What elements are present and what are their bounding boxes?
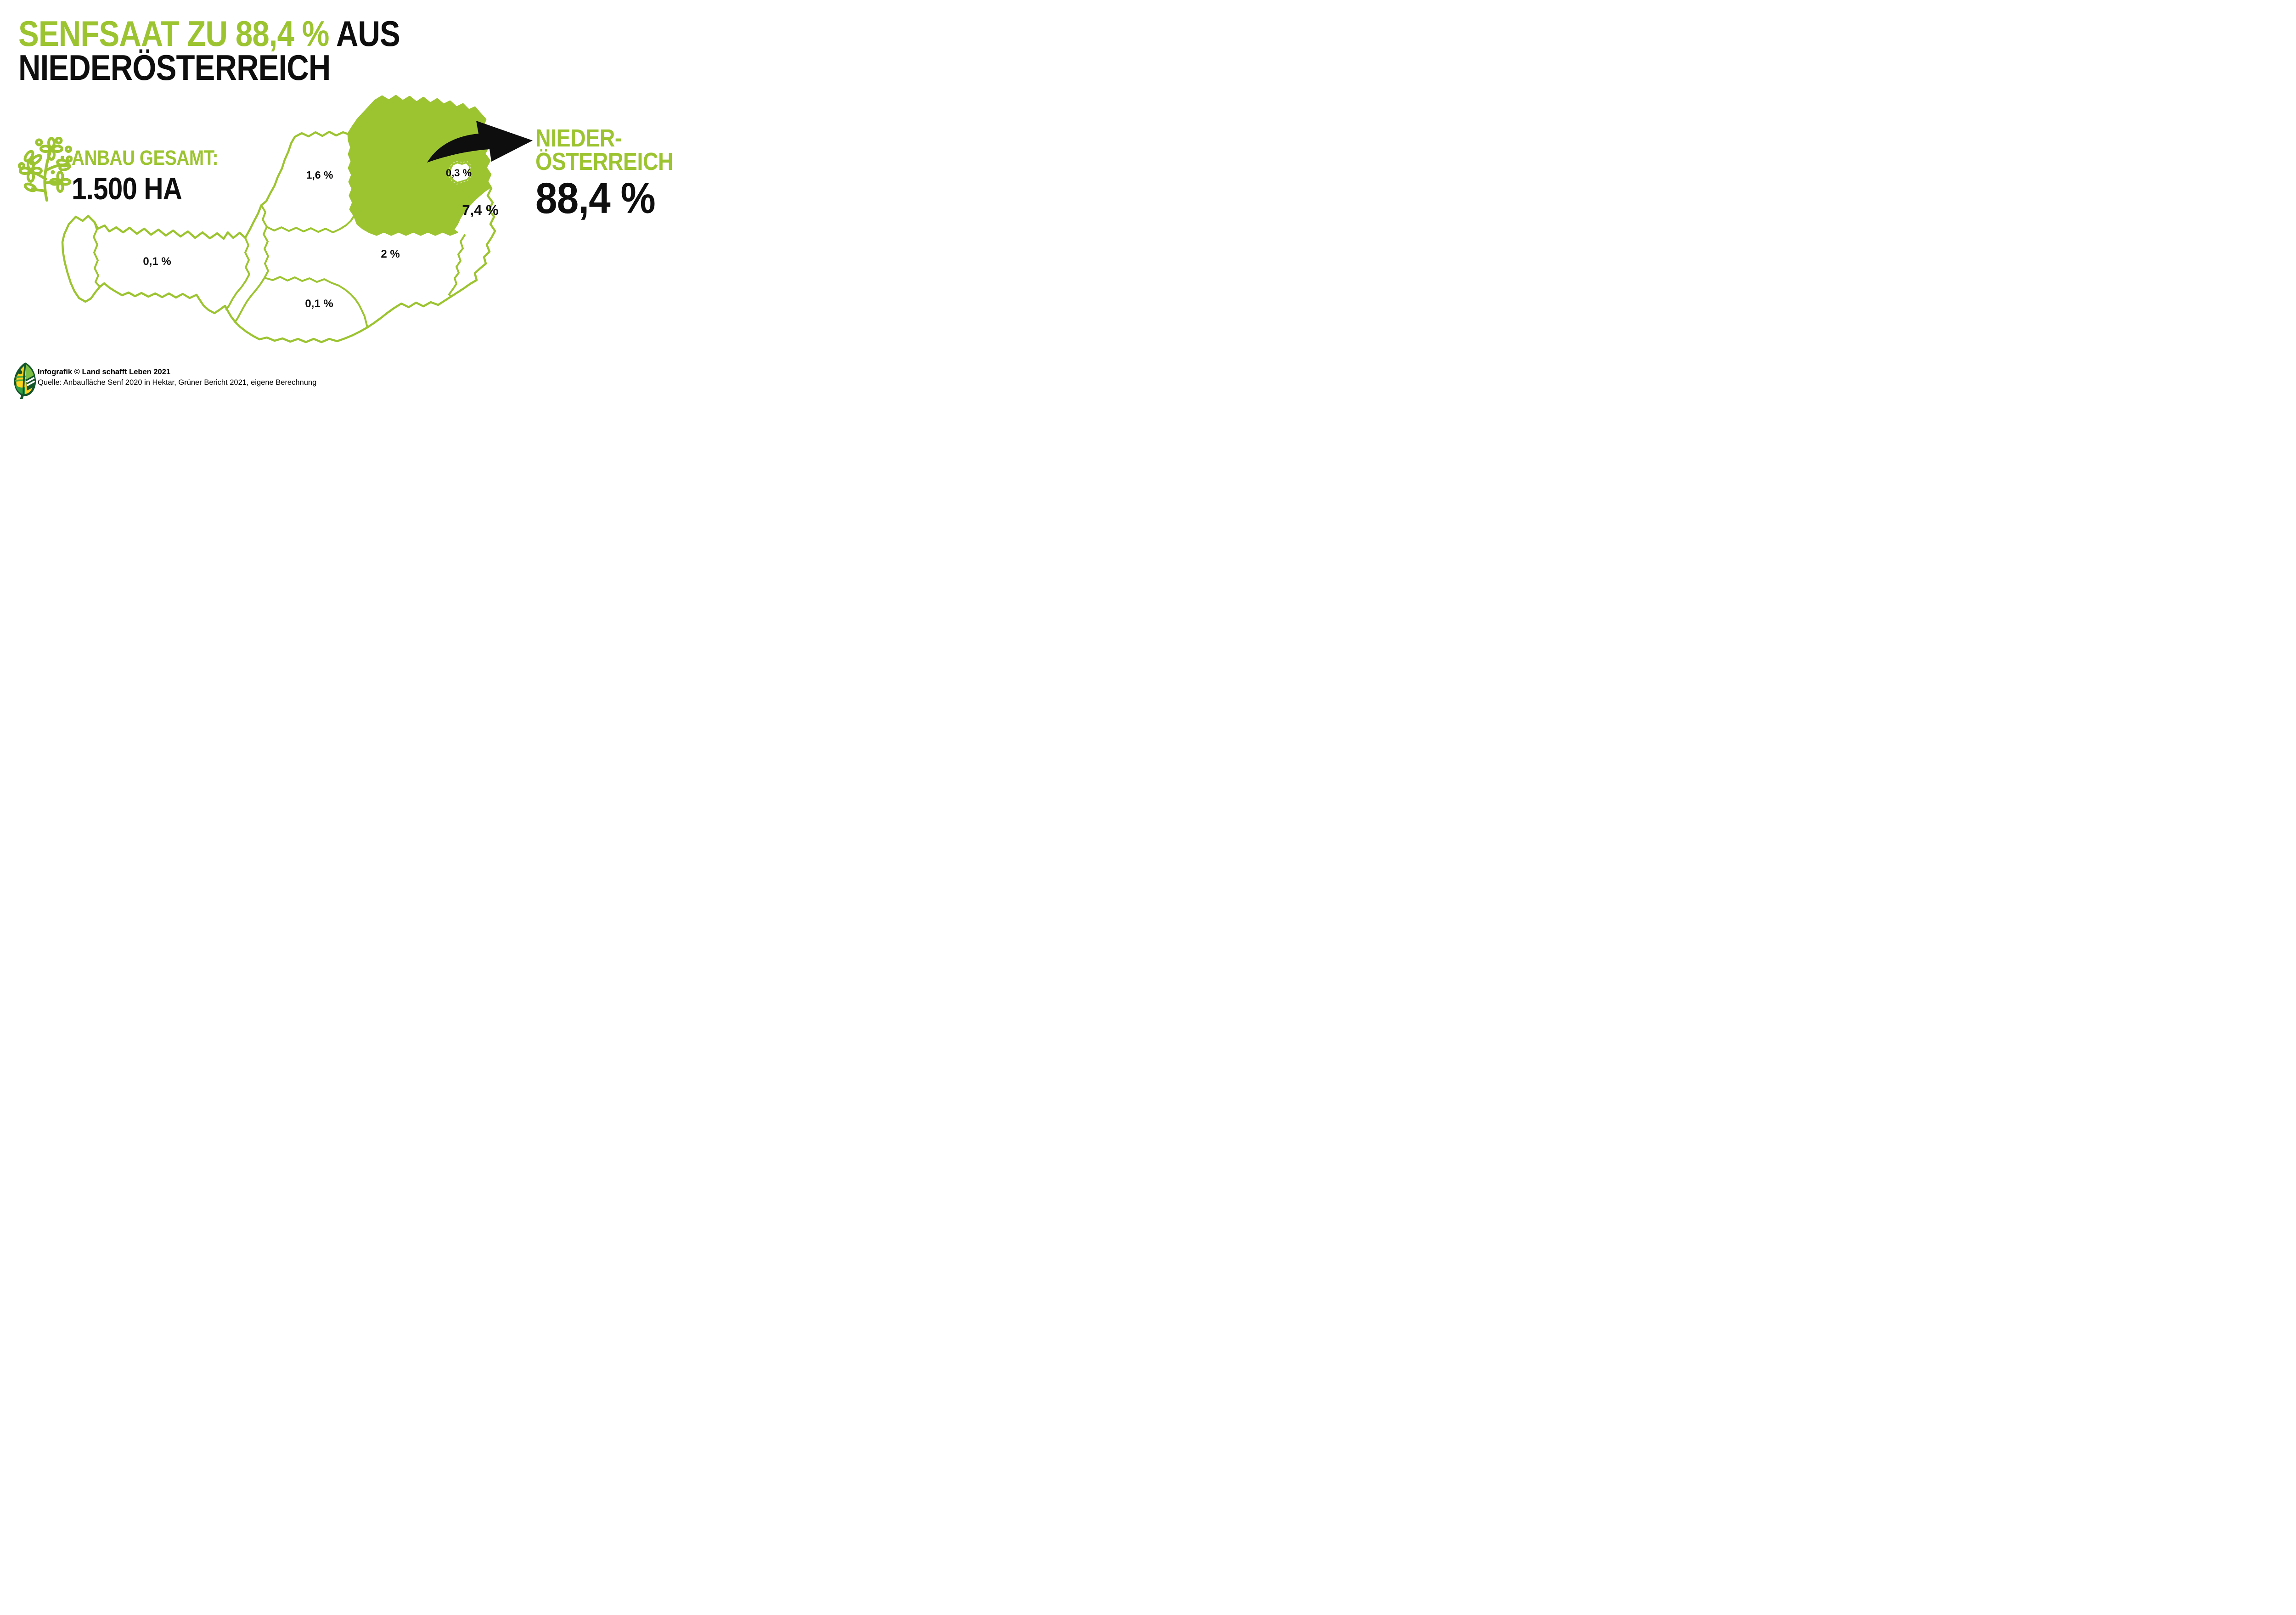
callout-value: 88,4 % [535, 174, 656, 223]
mustard-flower-icon [18, 137, 73, 202]
page-title: SENFSAAT ZU 88,4 % AUS NIEDERÖSTERREICH [18, 16, 462, 88]
region-niederoesterreich [347, 95, 491, 236]
flower-blossom [19, 159, 43, 183]
title-highlight: SENFSAAT ZU 88,4 % [18, 13, 329, 54]
title-suffix: AUS [329, 13, 400, 54]
title-line2: NIEDERÖSTERREICH [18, 47, 331, 88]
region-wien [450, 163, 470, 182]
map-label-burgenland: 7,4 % [462, 202, 498, 218]
map-label-oberoesterreich: 1,6 % [306, 169, 333, 181]
footer-source: Quelle: Anbaufläche Senf 2020 in Hektar,… [38, 378, 317, 387]
flower-blossom [49, 171, 71, 193]
map-label-tirol: 0,1 % [143, 255, 171, 268]
callout-region-line2: ÖSTERREICH [535, 148, 674, 176]
footer: Infografik © Land schafft Leben 2021 Que… [38, 367, 316, 388]
state-border-vorarlberg-tirol [93, 221, 101, 287]
state-border-steiermark-burgenland [448, 234, 466, 298]
map-label-steiermark: 2 % [381, 248, 400, 260]
austria-map: 1,6 % 0,3 % 7,4 % 2 % 0,1 % 0,1 % [61, 95, 499, 343]
flower-blossom [39, 137, 63, 161]
infographic-canvas: SENFSAAT ZU 88,4 % AUS NIEDERÖSTERREICH [0, 0, 709, 399]
leaf-logo-icon [14, 362, 36, 399]
state-border-kaernten-north [264, 276, 368, 328]
map-label-wien: 0,3 % [446, 167, 472, 179]
highlight-callout: NIEDER- ÖSTERREICH 88,4 % [535, 124, 696, 223]
state-border-tirol-salzburg [225, 237, 250, 310]
total-cultivation-block: ANBAU GESAMT: 1.500 HA [72, 146, 242, 207]
arrow-icon [427, 121, 533, 163]
total-label: ANBAU GESAMT: [72, 146, 219, 169]
total-value: 1.500 HA [72, 171, 182, 206]
callout-region-line1: NIEDER- [535, 124, 622, 152]
state-border-oberoesterreich-steiermark [266, 215, 355, 233]
map-label-kaernten: 0,1 % [305, 298, 333, 310]
footer-credit: Infografik © Land schafft Leben 2021 [38, 368, 171, 376]
